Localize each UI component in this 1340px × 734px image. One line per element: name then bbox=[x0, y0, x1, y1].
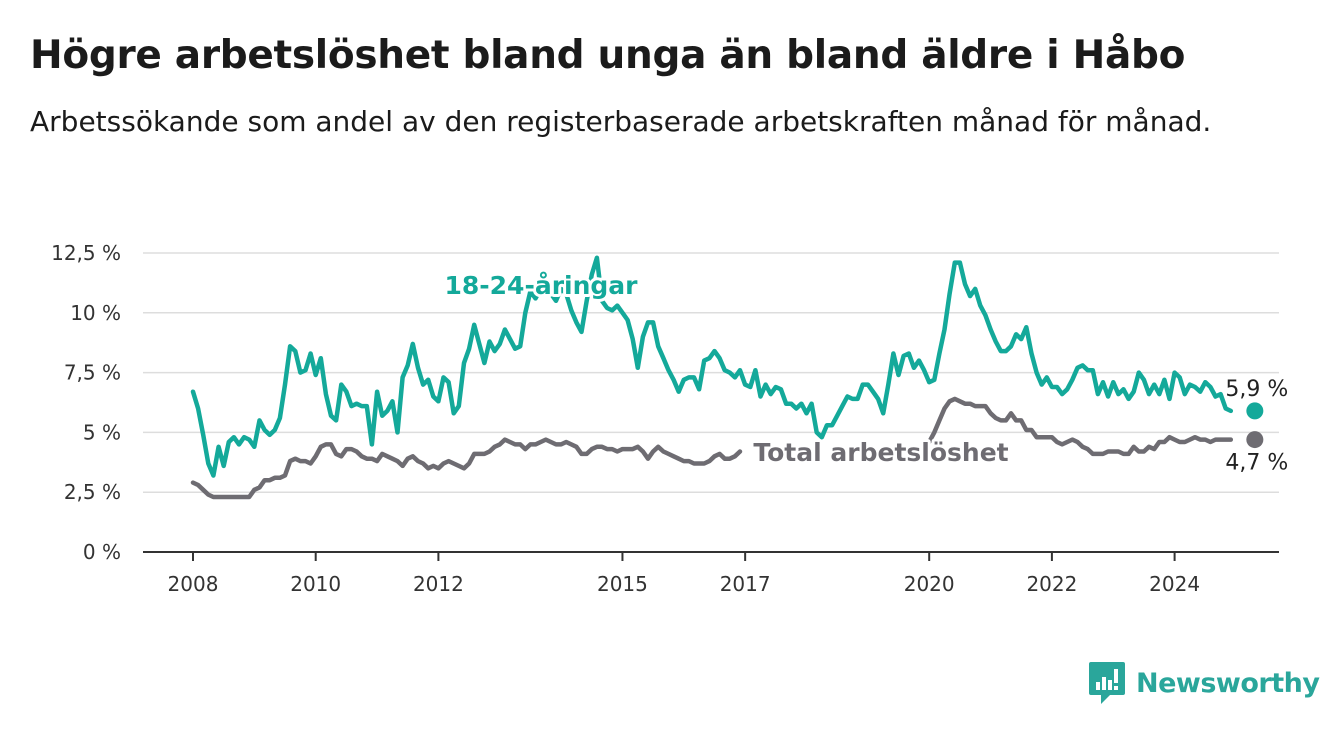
y-tick-label: 5 % bbox=[83, 420, 121, 444]
series-label-youth: 18-24-åringar bbox=[445, 271, 639, 300]
x-tick-label: 2024 bbox=[1149, 572, 1200, 596]
x-tick-label: 2017 bbox=[720, 572, 771, 596]
y-axis: 0 % 2,5 % 5 % 7,5 % 10 % 12,5 % bbox=[51, 241, 121, 564]
chart-subtitle: Arbetssökande som andel av den registerb… bbox=[30, 105, 1212, 138]
line-total-recent bbox=[926, 396, 1234, 457]
x-tick-label: 2015 bbox=[597, 572, 648, 596]
series-label-youth-halo: 18-24-åringar bbox=[445, 271, 639, 300]
x-axis: 2008 2010 2012 2015 2017 2020 2022 2024 bbox=[143, 551, 1279, 596]
y-tick-label: 0 % bbox=[83, 540, 121, 564]
x-tick-label: 2020 bbox=[904, 572, 955, 596]
end-marker-youth bbox=[1246, 402, 1264, 420]
x-tick-label: 2008 bbox=[168, 572, 219, 596]
chart-title: Högre arbetslöshet bland unga än bland ä… bbox=[30, 33, 1186, 78]
end-label-total-halo: 4,7 % bbox=[1225, 451, 1288, 476]
y-tick-label: 10 % bbox=[70, 301, 121, 325]
newsworthy-logo-icon bbox=[1089, 662, 1125, 704]
line-total bbox=[190, 437, 743, 500]
series-labels: 5,9 %5,9 %4,7 %4,7 %18-24-åringar18-24-å… bbox=[442, 268, 1292, 479]
x-tick-label: 2010 bbox=[290, 572, 341, 596]
end-label-youth: 5,9 % bbox=[1225, 377, 1288, 402]
series-lines bbox=[190, 255, 1234, 500]
end-label-total: 4,7 % bbox=[1225, 451, 1288, 476]
brand-name: Newsworthy bbox=[1136, 667, 1320, 699]
y-tick-label: 7,5 % bbox=[64, 361, 121, 385]
end-marker-total bbox=[1246, 431, 1264, 449]
gridlines bbox=[143, 252, 1279, 493]
y-tick-label: 2,5 % bbox=[64, 480, 121, 504]
x-tick-label: 2012 bbox=[413, 572, 464, 596]
x-tick-label: 2022 bbox=[1026, 572, 1077, 596]
end-label-youth-halo: 5,9 % bbox=[1225, 377, 1288, 402]
line-youth bbox=[190, 255, 1234, 478]
y-tick-label: 12,5 % bbox=[51, 241, 121, 265]
brand[interactable]: Newsworthy bbox=[1088, 660, 1320, 706]
series-label-total-halo: Total arbetslöshet bbox=[753, 438, 1008, 467]
series-label-total: Total arbetslöshet bbox=[753, 438, 1008, 467]
